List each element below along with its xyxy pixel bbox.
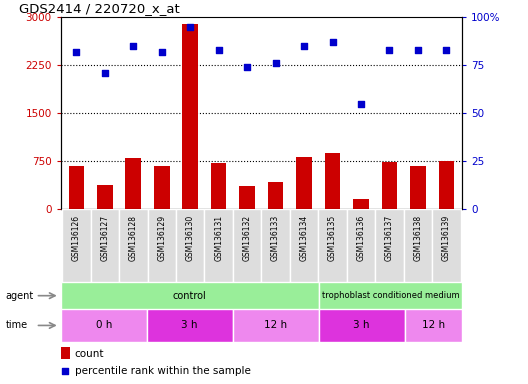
Text: agent: agent [5, 291, 34, 301]
Text: GSM136132: GSM136132 [243, 215, 252, 261]
Bar [97, 185, 112, 209]
Bar [62, 209, 91, 282]
Bar [432, 209, 460, 282]
Bar [182, 24, 198, 209]
Text: GSM136131: GSM136131 [214, 215, 223, 261]
Bar [91, 209, 119, 282]
Text: GSM136139: GSM136139 [442, 215, 451, 262]
Bar [204, 209, 233, 282]
Bar [61, 309, 147, 342]
Bar [147, 309, 233, 342]
Bar [319, 282, 462, 309]
Text: trophoblast conditioned medium: trophoblast conditioned medium [322, 291, 459, 300]
Text: GSM136137: GSM136137 [385, 215, 394, 262]
Bar [404, 309, 462, 342]
Point [61, 368, 69, 374]
Text: GSM136134: GSM136134 [299, 215, 308, 262]
Text: GSM136136: GSM136136 [356, 215, 365, 262]
Text: percentile rank within the sample: percentile rank within the sample [75, 366, 251, 376]
Point [385, 47, 394, 53]
Text: GSM136128: GSM136128 [129, 215, 138, 261]
Text: GDS2414 / 220720_x_at: GDS2414 / 220720_x_at [18, 2, 180, 15]
Text: GSM136138: GSM136138 [413, 215, 422, 261]
Bar [126, 158, 141, 209]
Bar [176, 209, 204, 282]
Text: control: control [173, 291, 206, 301]
Bar [410, 166, 426, 209]
Text: 12 h: 12 h [264, 320, 287, 331]
Point [72, 49, 81, 55]
Bar [353, 199, 369, 209]
Bar [347, 209, 375, 282]
Point [300, 43, 308, 49]
Bar [211, 163, 227, 209]
Text: GSM136133: GSM136133 [271, 215, 280, 262]
Bar [325, 153, 341, 209]
Text: GSM136127: GSM136127 [100, 215, 109, 261]
Point [157, 49, 166, 55]
Bar [382, 162, 397, 209]
Text: 3 h: 3 h [353, 320, 370, 331]
Bar [318, 209, 347, 282]
Point [328, 39, 337, 45]
Bar [239, 186, 255, 209]
Bar [375, 209, 404, 282]
Point [214, 47, 223, 53]
Bar [233, 309, 319, 342]
Bar [404, 209, 432, 282]
Point [442, 47, 450, 53]
Bar [147, 209, 176, 282]
Point [101, 70, 109, 76]
Point [243, 64, 251, 70]
Bar [119, 209, 147, 282]
Text: 0 h: 0 h [96, 320, 112, 331]
Bar [154, 166, 169, 209]
Bar [296, 157, 312, 209]
Bar [261, 209, 290, 282]
Bar [233, 209, 261, 282]
Text: GSM136126: GSM136126 [72, 215, 81, 261]
Bar [61, 282, 319, 309]
Text: count: count [75, 349, 104, 359]
Point [186, 24, 194, 30]
Text: GSM136129: GSM136129 [157, 215, 166, 261]
Text: 3 h: 3 h [182, 320, 198, 331]
Text: time: time [5, 320, 27, 331]
Point [129, 43, 137, 49]
Bar [439, 161, 454, 209]
Text: GSM136130: GSM136130 [186, 215, 195, 262]
Point [357, 101, 365, 107]
Text: GSM136135: GSM136135 [328, 215, 337, 262]
Bar [69, 166, 84, 209]
Point [413, 47, 422, 53]
Bar [290, 209, 318, 282]
Bar [268, 182, 284, 209]
Text: 12 h: 12 h [422, 320, 445, 331]
Bar [319, 309, 404, 342]
Bar [61, 347, 70, 359]
Point [271, 60, 280, 66]
